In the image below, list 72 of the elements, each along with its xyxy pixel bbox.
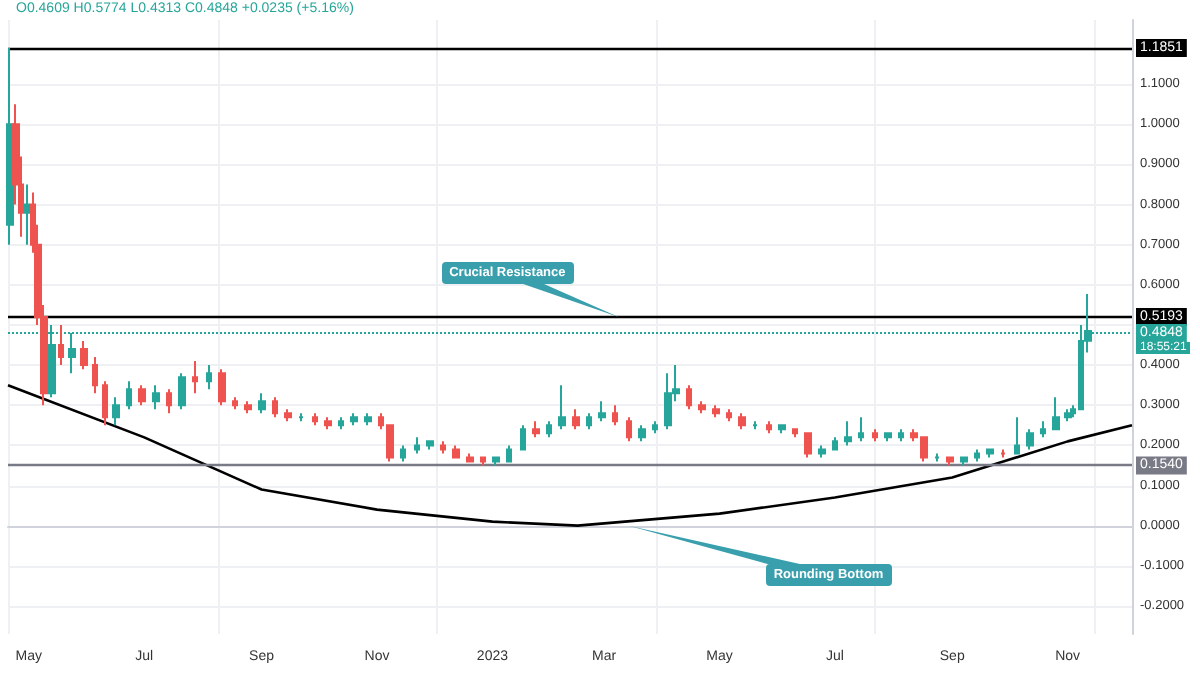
candlestick <box>698 400 706 415</box>
candlestick <box>400 444 406 463</box>
candlestick <box>284 408 292 423</box>
candlestick <box>858 416 864 443</box>
candlestick <box>1040 420 1046 439</box>
candlestick <box>738 412 746 431</box>
candlestick <box>712 404 720 419</box>
candlestick <box>152 384 160 411</box>
candlestick <box>244 400 252 415</box>
candlestick <box>778 424 786 435</box>
candlestick <box>350 412 358 427</box>
candlestick <box>898 428 904 443</box>
candlestick <box>652 420 658 435</box>
candlestick <box>324 416 332 431</box>
candlestick <box>1052 396 1060 431</box>
candlestick <box>1026 428 1034 451</box>
candlestick <box>572 408 580 431</box>
candlestick <box>832 436 838 451</box>
line-series <box>6 383 1134 527</box>
candlestick <box>178 372 186 411</box>
candlestick <box>598 400 606 423</box>
candlestick <box>6 47 14 246</box>
candlestick <box>612 404 618 427</box>
candlestick <box>1064 408 1072 423</box>
candlestick <box>986 448 994 459</box>
candlestick <box>664 372 672 431</box>
candlestick <box>258 392 266 415</box>
candlestick <box>92 356 98 395</box>
candlestick <box>818 444 826 459</box>
candlestick <box>804 432 812 459</box>
candlestick <box>492 456 500 467</box>
candlestick <box>206 364 212 391</box>
candlestick <box>546 420 552 439</box>
candlestick <box>532 420 540 439</box>
candlestick <box>520 424 526 451</box>
candlestick <box>1014 416 1020 455</box>
candlestick <box>844 420 852 447</box>
candlestick <box>218 368 226 407</box>
candlestick <box>192 360 198 395</box>
candlestick <box>586 412 592 431</box>
candlestick <box>272 396 278 419</box>
candlestick <box>946 456 954 467</box>
candlestick <box>452 444 460 459</box>
candlestick <box>80 340 88 371</box>
candlestick <box>638 424 646 443</box>
candlestick <box>364 412 372 427</box>
candlestick <box>24 183 30 246</box>
candlestick <box>558 384 566 431</box>
candlestick <box>426 440 434 451</box>
candlestick <box>884 432 892 443</box>
candlestick <box>960 456 968 467</box>
candlestick <box>766 420 772 435</box>
candlestick <box>166 388 172 415</box>
candlestick <box>872 428 878 443</box>
candlestick <box>480 456 486 467</box>
candlestick <box>686 384 692 411</box>
candlestick <box>126 380 132 411</box>
candlestick <box>506 444 512 463</box>
candlestick <box>440 440 446 455</box>
candlestick <box>338 416 344 431</box>
candlestick <box>102 380 108 427</box>
candlestick <box>312 412 318 427</box>
candlestick <box>414 436 420 455</box>
candlestick <box>138 384 146 407</box>
candlestick <box>726 408 732 423</box>
candlestick <box>974 448 980 463</box>
candlestick <box>626 416 632 443</box>
candlestick <box>792 428 798 439</box>
candlestick <box>112 396 120 427</box>
candlestick <box>232 396 238 411</box>
candlestick <box>466 452 474 463</box>
candlestick <box>58 323 64 367</box>
